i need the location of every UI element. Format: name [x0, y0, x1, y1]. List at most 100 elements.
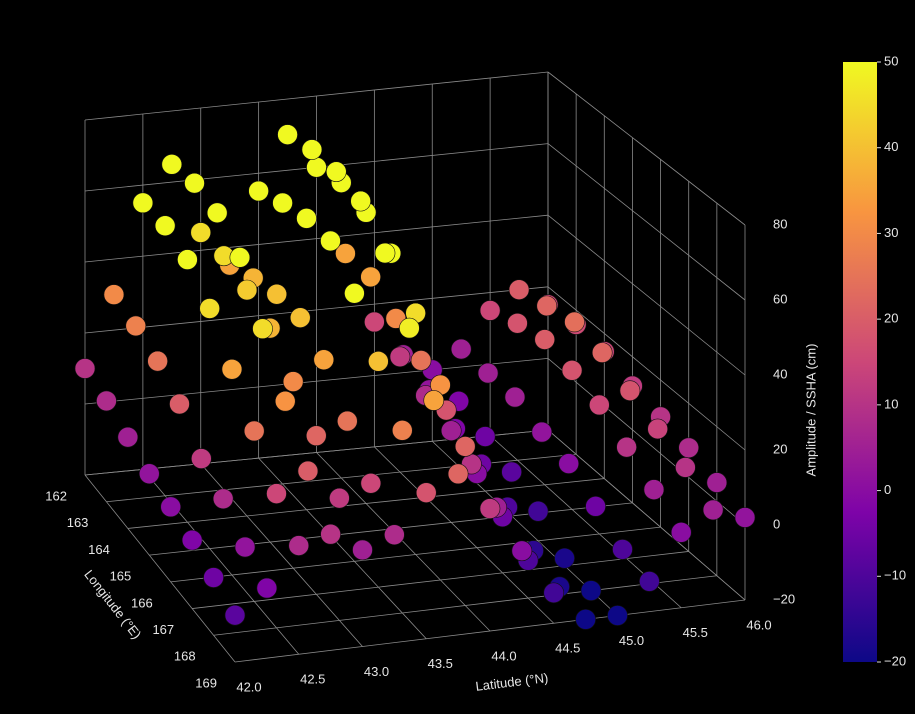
- point: [184, 172, 205, 194]
- point: [147, 350, 168, 372]
- point: [534, 329, 556, 350]
- point: [440, 420, 462, 442]
- point: [508, 279, 530, 300]
- point: [607, 605, 628, 626]
- point: [190, 222, 212, 243]
- point: [161, 154, 183, 175]
- point: [454, 436, 476, 457]
- colorbar-tick-label: 50: [884, 53, 898, 68]
- point: [678, 437, 700, 459]
- colorbar-tick-label: −20: [884, 653, 906, 668]
- x-tick-label: 44.5: [555, 641, 580, 656]
- point: [266, 483, 287, 504]
- point: [511, 540, 533, 562]
- point: [325, 161, 347, 182]
- point: [266, 283, 288, 305]
- x-tick-label: 45.0: [619, 633, 644, 648]
- point: [639, 571, 660, 592]
- point: [350, 190, 371, 212]
- point: [337, 410, 358, 432]
- point: [531, 421, 553, 443]
- grid-line: [127, 478, 605, 529]
- point: [248, 180, 269, 202]
- grid-line: [84, 358, 549, 405]
- point: [474, 426, 496, 447]
- y-tick-label: 166: [131, 595, 153, 610]
- point: [360, 472, 382, 494]
- point: [169, 393, 190, 415]
- point: [277, 124, 298, 145]
- colorbar-tick-label: 10: [884, 396, 898, 411]
- point: [132, 192, 154, 214]
- point: [479, 300, 501, 321]
- y-tick-label: 162: [45, 488, 67, 503]
- point: [274, 390, 296, 412]
- point: [288, 535, 310, 556]
- point: [507, 312, 528, 334]
- z-tick-label: 20: [773, 441, 787, 456]
- point: [504, 386, 526, 408]
- point: [536, 295, 558, 317]
- point: [282, 371, 304, 392]
- z-axis-label: Amplitude / SSHA (cm): [803, 344, 818, 477]
- point: [206, 202, 228, 224]
- grid-line: [84, 71, 549, 121]
- grid-line: [547, 143, 746, 301]
- point: [364, 311, 385, 333]
- point: [670, 522, 692, 543]
- point: [368, 351, 389, 372]
- grid-line: [192, 551, 689, 609]
- point: [561, 360, 583, 381]
- point: [177, 249, 198, 270]
- point: [410, 350, 432, 371]
- point: [335, 243, 356, 264]
- point: [103, 284, 125, 305]
- x-tick-label: 45.5: [683, 625, 708, 640]
- point: [399, 317, 420, 339]
- point: [320, 523, 341, 545]
- point: [329, 487, 350, 509]
- z-tick-label: 0: [773, 516, 780, 531]
- colorbar-tick-label: 20: [884, 311, 898, 326]
- axis-labels: 42.042.543.043.544.044.545.045.546.01621…: [45, 216, 795, 694]
- point: [344, 283, 365, 304]
- colorbar-tick-label: 30: [884, 225, 898, 240]
- point: [191, 448, 212, 469]
- point: [501, 461, 522, 483]
- grid-line: [547, 358, 746, 526]
- point: [479, 498, 501, 519]
- x-tick-label: 44.0: [491, 648, 516, 663]
- grid-line: [84, 429, 549, 476]
- point: [74, 358, 96, 379]
- point: [558, 453, 580, 474]
- point: [296, 208, 317, 229]
- point: [243, 420, 265, 442]
- grid-line: [213, 575, 717, 636]
- x-tick-label: 42.0: [236, 679, 261, 694]
- grid-line: [84, 214, 549, 263]
- point: [272, 192, 293, 214]
- y-tick-label: 168: [174, 649, 196, 664]
- point: [289, 307, 311, 328]
- colorbar: [843, 62, 877, 662]
- point: [160, 496, 182, 518]
- grid-line: [547, 429, 746, 601]
- point: [734, 507, 756, 528]
- point: [181, 529, 203, 551]
- grid-line: [547, 71, 746, 226]
- point: [252, 318, 273, 340]
- point: [154, 215, 176, 237]
- point: [450, 338, 472, 360]
- point: [234, 536, 256, 558]
- y-tick-label: 167: [152, 622, 174, 637]
- point: [589, 394, 610, 416]
- z-tick-label: −20: [773, 591, 795, 606]
- grid-line: [316, 452, 491, 632]
- point: [305, 425, 327, 447]
- y-tick-label: 163: [67, 515, 89, 530]
- x-tick-label: 42.5: [300, 672, 325, 687]
- point: [477, 362, 499, 384]
- point: [256, 577, 278, 599]
- point: [224, 604, 246, 626]
